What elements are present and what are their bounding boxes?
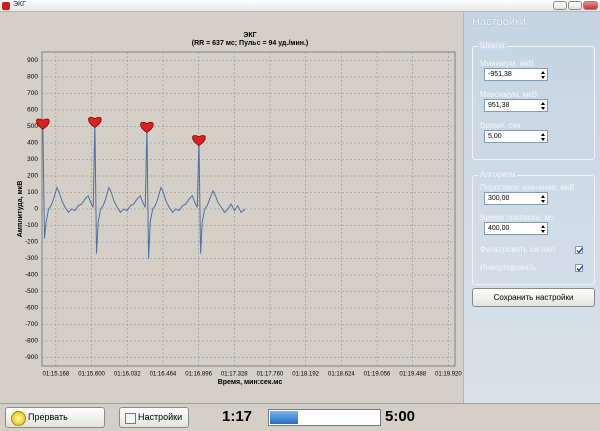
progress-bar: [268, 409, 381, 426]
save-settings-button[interactable]: Сохранить настройки: [472, 288, 595, 307]
y-tick-label: -700: [25, 321, 38, 328]
r-peak-heart: [36, 118, 50, 130]
r-peak-heart: [192, 135, 206, 147]
x-tick-label: 01:19.920: [435, 372, 462, 378]
chart: ЭКГ (RR = 637 мс; Пульс = 94 уд./мин.) В…: [0, 12, 462, 403]
spin-input[interactable]: 400,00: [484, 222, 548, 235]
spin-input-value: 300,00: [488, 195, 510, 202]
y-tick-label: -400: [25, 272, 38, 279]
total-time: 5:00: [385, 408, 416, 425]
y-tick-label: -900: [25, 354, 38, 361]
y-tick-label: 100: [27, 189, 38, 196]
y-axis-label: Амплитуда, мкВ: [17, 181, 24, 238]
x-tick-label: 01:19.488: [399, 372, 426, 378]
y-tick-label: 700: [27, 90, 38, 97]
stop-button[interactable]: Прервать: [5, 407, 105, 428]
y-tick-label: -200: [25, 239, 38, 246]
stop-icon: [11, 411, 26, 426]
spin-up[interactable]: [541, 195, 545, 198]
spin-down[interactable]: [541, 138, 545, 141]
y-tick-label: -800: [25, 338, 38, 345]
spin-down[interactable]: [541, 230, 545, 233]
r-peak-heart: [140, 121, 154, 133]
y-tick-label: -100: [25, 222, 38, 229]
settings-icon: [125, 413, 136, 424]
spin-down[interactable]: [541, 107, 545, 110]
x-tick-label: 01:18.624: [328, 372, 355, 378]
x-tick-label: 01:18.192: [292, 372, 319, 378]
spin-input-value: -951,38: [488, 71, 512, 78]
minimize-button[interactable]: [553, 1, 567, 10]
close-button[interactable]: [583, 1, 598, 10]
scale-group: [472, 46, 595, 160]
spin-input-value: 951,38: [488, 102, 510, 109]
settings-panel: Настройки Шкала Алгоритм Сохранить настр…: [463, 12, 600, 403]
settings-button[interactable]: Настройки: [119, 407, 189, 428]
chart-subtitle: (RR = 637 мс; Пульс = 94 уд./мин.): [192, 40, 309, 47]
spin-down[interactable]: [541, 200, 545, 203]
checkbox[interactable]: [575, 246, 584, 254]
algorithm-group: [472, 175, 595, 285]
x-tick-label: 01:16.896: [185, 372, 212, 378]
y-tick-label: -300: [25, 255, 38, 262]
checkbox-label: Инвертировать: [480, 263, 537, 272]
y-tick-label: -600: [25, 305, 38, 312]
settings-title: Настройки: [472, 16, 526, 28]
spin-input[interactable]: -951,38: [484, 68, 548, 81]
ecg-line: [42, 121, 246, 259]
spin-up[interactable]: [541, 71, 545, 74]
spin-input-value: 5,00: [488, 133, 502, 140]
algorithm-group-title: Алгоритм: [478, 170, 518, 179]
stop-label: Прервать: [28, 412, 68, 422]
spin-input[interactable]: 951,38: [484, 99, 548, 112]
x-tick-label: 01:15.600: [78, 372, 105, 378]
x-tick-label: 01:17.760: [257, 372, 284, 378]
field-label: Максимум, мкВ: [480, 90, 538, 99]
scale-group-title: Шкала: [478, 41, 507, 50]
title-bar: ЭКГ: [0, 0, 600, 12]
window-title: ЭКГ: [13, 1, 26, 8]
checkbox-label: Фильтровать сигнал: [480, 245, 555, 254]
x-tick-label: 01:15.168: [43, 372, 70, 378]
y-tick-label: 300: [27, 156, 38, 163]
field-label: Время пропуска, мс: [480, 213, 554, 222]
y-tick-label: 200: [27, 173, 38, 180]
y-tick-label: 900: [27, 57, 38, 64]
y-tick-label: 800: [27, 74, 38, 81]
field-label: Пороговое значение, мкВ: [480, 183, 575, 192]
y-tick-label: 0: [34, 206, 38, 213]
checkbox[interactable]: [575, 264, 584, 272]
elapsed-time: 1:17: [222, 408, 253, 425]
settings-label: Настройки: [138, 412, 183, 422]
spin-input[interactable]: 300,00: [484, 192, 548, 205]
spin-down[interactable]: [541, 76, 545, 79]
spin-input-value: 400,00: [488, 225, 510, 232]
field-label: Минимум, мкВ: [480, 59, 534, 68]
spin-up[interactable]: [541, 102, 545, 105]
y-tick-label: 600: [27, 107, 38, 114]
x-tick-label: 01:16.032: [114, 372, 141, 378]
x-tick-label: 01:19.056: [364, 372, 391, 378]
maximize-button[interactable]: [568, 1, 582, 10]
y-tick-label: 500: [27, 123, 38, 130]
app-icon: [2, 2, 10, 10]
spin-up[interactable]: [541, 225, 545, 228]
x-tick-label: 01:17.328: [221, 372, 248, 378]
y-tick-label: -500: [25, 288, 38, 295]
check-mark: [576, 247, 584, 254]
progress-fill: [270, 411, 298, 424]
check-mark: [576, 265, 584, 272]
spin-up[interactable]: [541, 133, 545, 136]
field-label: Время, сек: [480, 121, 521, 130]
x-axis-label: Время, мин:сек.мс: [218, 379, 283, 386]
spin-input[interactable]: 5,00: [484, 130, 548, 143]
x-tick-label: 01:16.464: [150, 372, 177, 378]
y-tick-label: 400: [27, 140, 38, 147]
chart-title: ЭКГ: [243, 32, 256, 39]
toolbar: Прервать Настройки 1:17 5:00: [0, 403, 600, 431]
r-peak-heart: [88, 117, 102, 129]
